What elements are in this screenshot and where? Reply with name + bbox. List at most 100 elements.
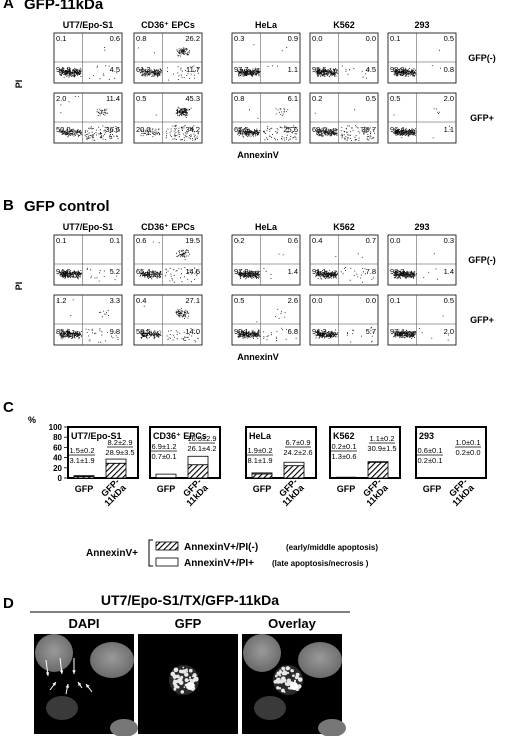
bar-annexin-pi-pos [105, 458, 127, 464]
legend-prefix: AnnexinV+ [86, 548, 138, 559]
flow-panel-a: A GFP-11kDa PI UT7/Epo-S1 CD36⁺ EPCs HeLa K562… [3, 0, 496, 160]
image-label: Overlay [268, 616, 316, 631]
event-dots [315, 65, 370, 79]
group-title: UT7/Epo-S1 [71, 431, 122, 441]
y-tick-label: 100 [49, 423, 63, 432]
cell-line-header: HeLa [255, 20, 278, 30]
plot-frame [231, 92, 301, 144]
y-tick-label: 60 [53, 443, 62, 452]
bar-annexin-pi-pos [155, 473, 177, 479]
y-unit-label: % [28, 415, 36, 425]
quadrant-ul-value: 0.1 [56, 236, 66, 245]
quadrant-ul-value: 0.8 [234, 94, 244, 103]
quadrant-lr-value: 30.7 [361, 125, 376, 134]
x-axis-label: AnnexinV [237, 150, 279, 160]
bar-annexin-pi-pos [251, 472, 273, 475]
quadrant-ll-value: 65.4 [136, 267, 151, 276]
quadrant-lr-value: 4.5 [110, 65, 120, 74]
flow-cytometry-plot: 0.3 0.9 97.7 1.1 [231, 32, 301, 84]
quadrant-ur-value: 6.1 [288, 94, 298, 103]
nucleus [46, 696, 78, 720]
legend-bracket [148, 539, 153, 567]
bar-category-label: GFP [423, 484, 442, 494]
row-label: GFP+ [470, 113, 494, 123]
micrograph [34, 634, 138, 736]
quadrant-lr-value: 9.8 [110, 327, 120, 336]
flow-cytometry-plot: 0.0 0.0 95.5 4.5 [309, 32, 379, 84]
quadrant-lr-value: 14.5 [185, 267, 200, 276]
event-dots [392, 49, 441, 77]
legend-swatch-hatched [155, 541, 179, 551]
quadrant-lr-value: 14.0 [185, 327, 200, 336]
quadrant-lr-value: 1.4 [444, 267, 454, 276]
event-dots [140, 106, 199, 141]
data-label-pi-neg: 28.9±3.5 [105, 448, 134, 457]
data-label-pi-pos: 0.6±0.1 [418, 446, 443, 455]
plot-frame [133, 294, 203, 346]
nucleus [298, 642, 342, 678]
quadrant-ul-value: 0.8 [136, 34, 146, 43]
legend-open-label: AnnexinV+/PI+ [184, 558, 254, 569]
nucleus [254, 696, 286, 720]
quadrant-ul-value: 0.4 [136, 296, 146, 305]
data-label-pi-pos: 1.0±0.1 [456, 438, 481, 447]
quadrant-ul-value: 0.5 [390, 94, 400, 103]
cell-line-header: K562 [333, 222, 355, 232]
nucleus [318, 719, 346, 736]
quadrant-ur-value: 0.6 [110, 34, 120, 43]
quadrant-ur-value: 11.4 [106, 94, 120, 103]
data-label-pi-neg: 3.1±1.9 [70, 456, 95, 465]
flow-cytometry-plot: 0.1 0.5 97.4 2.0 [387, 294, 457, 346]
quadrant-ul-value: 1.2 [56, 296, 66, 305]
quadrant-ll-value: 98.8 [390, 65, 405, 74]
flow-cytometry-plot: 0.1 0.6 94.8 4.5 [53, 32, 123, 84]
group-frame [67, 426, 139, 479]
quadrant-ur-value: 2.6 [288, 296, 298, 305]
data-label-pi-neg: 26.1±4.2 [187, 444, 216, 453]
arrow-head [72, 670, 76, 674]
quadrant-lr-value: 6.8 [288, 327, 298, 336]
bar-category-label: GFP-11kDa [274, 476, 307, 509]
panel-title: GFP control [24, 198, 110, 215]
group-title: HeLa [249, 431, 272, 441]
arrow-head [52, 682, 56, 686]
legend-hatched-label: AnnexinV+/PI(-) [184, 542, 258, 553]
y-axis-label: PI [14, 80, 24, 89]
bar-annexin-pi-neg [283, 465, 305, 479]
y-tick-label: 40 [53, 454, 62, 463]
y-axis-label: PI [14, 282, 24, 291]
quadrant-ll-value: 95.5 [312, 65, 327, 74]
gfp-bright-spot [290, 682, 298, 690]
quadrant-lr-value: 4.5 [366, 65, 376, 74]
data-label-pi-neg: 0.2±0.1 [418, 456, 443, 465]
quadrant-ur-value: 0.1 [110, 236, 120, 245]
bar-annexin-pi-pos [335, 476, 357, 479]
bar-annexin-pi-pos [283, 461, 305, 467]
event-dots [140, 305, 199, 343]
event-dots [237, 308, 297, 342]
quadrant-ur-value: 27.1 [185, 296, 200, 305]
bar-category-label: GFP [157, 484, 176, 494]
quadrant-lr-value: 5.2 [110, 267, 120, 276]
bar-annexin-pi-neg [187, 464, 209, 479]
quadrant-ul-value: 0.2 [312, 94, 322, 103]
quadrant-ul-value: 0.6 [136, 236, 146, 245]
quadrant-ll-value: 20.0 [136, 125, 151, 134]
bar-group: UT7/Epo-S1 1.5±0.23.1±1.9 GFP 8.2±2.928.9±3… [67, 426, 139, 508]
data-label-pi-pos: 1.9±0.2 [248, 446, 273, 455]
panel-letter: C [3, 399, 14, 416]
quadrant-ur-value: 0.3 [444, 236, 454, 245]
group-title: CD36⁺ EPCs [153, 431, 207, 441]
bar-group: HeLa 1.9±0.28.1±1.9 GFP 6.7±0.924.2±2.6 GFP-… [245, 426, 317, 509]
flow-cytometry-plot: 0.5 2.6 90.1 6.8 [231, 294, 301, 346]
event-dots [58, 47, 118, 80]
event-dots [237, 44, 288, 77]
quadrant-ll-value: 67.5 [234, 125, 249, 134]
quadrant-ll-value: 97.9 [234, 267, 249, 276]
plot-frame [133, 32, 203, 84]
quadrant-ll-value: 94.8 [56, 65, 71, 74]
panel-letter: D [3, 595, 14, 612]
quadrant-ll-value: 58.5 [136, 327, 151, 336]
data-label-pi-pos: 6.9±1.2 [152, 442, 177, 451]
bar-annexin-pi-neg [251, 473, 273, 479]
